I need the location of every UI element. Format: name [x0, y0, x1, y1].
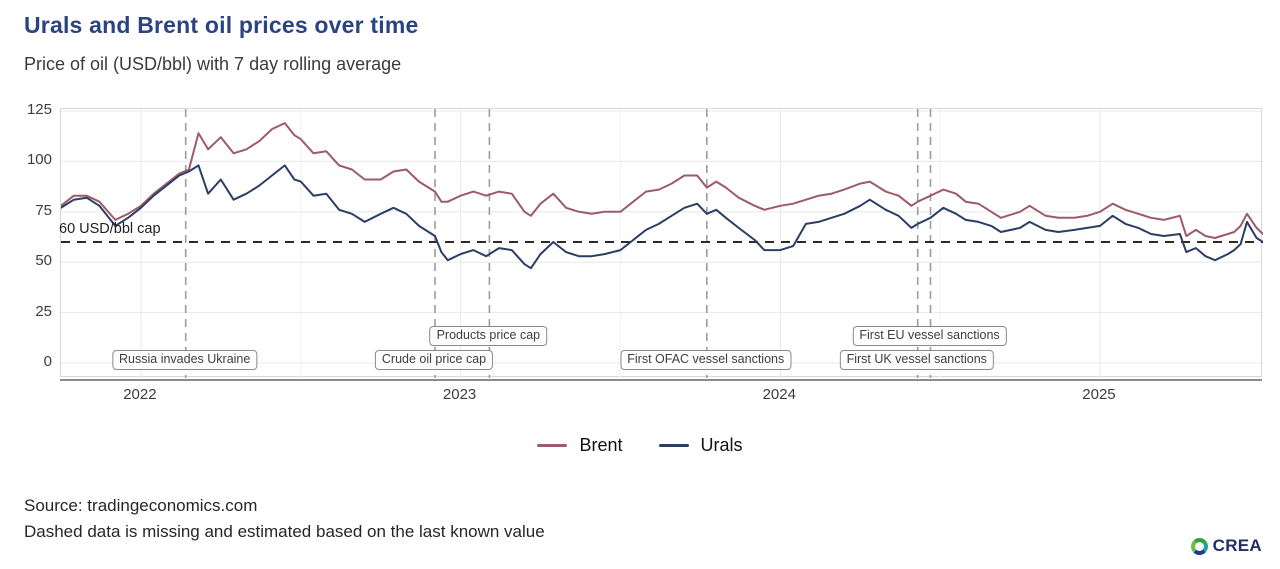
series-line-urals — [61, 164, 1263, 270]
y-tick-label: 100 — [26, 151, 52, 169]
page-title: Urals and Brent oil prices over time — [24, 12, 419, 38]
event-label: First UK vessel sanctions — [839, 350, 994, 370]
plot-area — [60, 108, 1263, 378]
x-tick-label: 2022 — [123, 386, 157, 403]
legend-swatch-brent — [537, 444, 568, 447]
y-tick-label: 25 — [35, 302, 52, 320]
dashed-data-note: Dashed data is missing and estimated bas… — [24, 522, 545, 541]
y-tick-label: 125 — [26, 101, 52, 118]
event-label: Russia invades Ukraine — [112, 350, 258, 370]
x-tick-label: 2024 — [762, 386, 796, 403]
crea-logo-icon — [1190, 537, 1208, 555]
legend-label: Urals — [700, 435, 743, 455]
event-label: First OFAC vessel sanctions — [620, 350, 792, 370]
legend: Brent Urals — [0, 435, 1280, 456]
event-label: Products price cap — [429, 326, 548, 346]
y-tick-label: 75 — [35, 201, 52, 219]
source-text: Source: tradingeconomics.com — [24, 496, 258, 515]
x-tick-label: 2023 — [442, 386, 477, 403]
y-tick-label: 0 — [43, 353, 52, 370]
x-tick-label: 2025 — [1082, 386, 1116, 403]
event-label: First EU vessel sanctions — [852, 326, 1007, 346]
legend-item-urals: Urals — [658, 435, 743, 456]
legend-label: Brent — [579, 435, 623, 455]
x-axis-line — [60, 379, 1262, 381]
chart-subtitle: Price of oil (USD/bbl) with 7 day rollin… — [24, 54, 402, 74]
series-line-brent — [61, 122, 1263, 239]
legend-item-brent: Brent — [537, 435, 623, 456]
y-tick-label: 50 — [35, 252, 52, 270]
chart-svg — [61, 109, 1263, 378]
crea-branding: CREA — [1190, 536, 1262, 556]
legend-swatch-urals — [658, 444, 689, 447]
event-label: Crude oil price cap — [374, 350, 494, 370]
price-cap-label: 60 USD/bbl cap — [59, 221, 161, 237]
crea-logo-text: CREA — [1212, 536, 1262, 555]
